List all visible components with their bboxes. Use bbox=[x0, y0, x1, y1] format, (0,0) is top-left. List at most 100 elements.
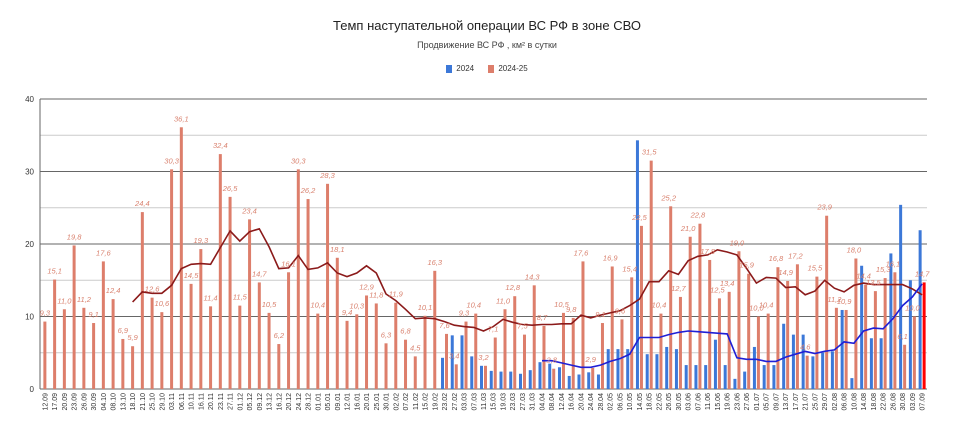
data-label: 12,5 bbox=[710, 285, 725, 294]
bar-2024-25 bbox=[678, 296, 682, 389]
bar-2024-25 bbox=[62, 309, 66, 389]
x-tick-label: 15.06 bbox=[715, 393, 722, 411]
data-label: 14,3 bbox=[525, 272, 540, 281]
bar-2024-25 bbox=[131, 346, 135, 389]
x-tick-label: 23.03 bbox=[510, 393, 517, 411]
data-label: 10,0 bbox=[749, 304, 764, 313]
x-tick-label: 20.01 bbox=[364, 393, 371, 411]
x-tick-label: 13.07 bbox=[783, 393, 790, 411]
bar-2024 bbox=[752, 346, 756, 389]
x-tick-label: 14.08 bbox=[861, 393, 868, 411]
data-label: 12,6 bbox=[145, 285, 160, 294]
x-tick-label: 15.03 bbox=[491, 393, 498, 411]
x-tick-label: 16.11 bbox=[198, 393, 205, 410]
bar-2024-25 bbox=[326, 183, 330, 389]
x-tick-label: 03.09 bbox=[910, 393, 917, 411]
data-label: 31,5 bbox=[642, 148, 657, 157]
bar-2024-25 bbox=[493, 337, 497, 389]
x-tick-label: 17.07 bbox=[793, 393, 800, 411]
bar-2024 bbox=[840, 309, 844, 389]
data-label: 9,6 bbox=[615, 306, 626, 315]
data-label: 2,9 bbox=[585, 355, 597, 364]
bar-2024 bbox=[791, 334, 795, 389]
bar-2024-25 bbox=[335, 257, 339, 389]
data-label: 19,0 bbox=[730, 238, 745, 247]
data-label: 10,0 bbox=[905, 304, 920, 313]
bar-2024 bbox=[762, 365, 766, 389]
bar-2024-25 bbox=[228, 196, 232, 389]
data-label: 9,8 bbox=[566, 305, 577, 314]
bar-2024-25 bbox=[464, 321, 468, 389]
bar-2024-25 bbox=[591, 367, 595, 389]
bar-2024-25 bbox=[384, 343, 388, 389]
bar-2024-25 bbox=[659, 313, 663, 389]
x-tick-label: 06.08 bbox=[842, 393, 849, 411]
data-label: 12,8 bbox=[505, 283, 520, 292]
data-label: 6,2 bbox=[274, 331, 285, 340]
bar-2024-25 bbox=[747, 273, 751, 389]
x-tick-label: 06.11 bbox=[179, 393, 186, 410]
bar-2024-25 bbox=[92, 323, 96, 389]
bar-2024-25 bbox=[394, 302, 398, 389]
x-tick-label: 27.11 bbox=[228, 393, 235, 410]
x-tick-label: 17.09 bbox=[52, 393, 59, 411]
bar-2024 bbox=[538, 362, 542, 389]
data-label: 16,1 bbox=[886, 259, 901, 268]
bar-2024-25 bbox=[854, 258, 858, 389]
x-tick-label: 23.02 bbox=[442, 393, 449, 411]
data-label: 10,4 bbox=[759, 301, 774, 310]
bar-2024 bbox=[460, 335, 464, 389]
data-label: 14,4 bbox=[856, 272, 871, 281]
x-tick-label: 20.12 bbox=[286, 393, 293, 411]
data-label: 6,9 bbox=[118, 326, 129, 335]
y-tick-label: 10 bbox=[25, 313, 34, 322]
bar-2024-25 bbox=[365, 295, 369, 389]
bar-2024 bbox=[782, 323, 786, 389]
data-label: 10,4 bbox=[652, 301, 667, 310]
bar-2024 bbox=[567, 375, 571, 389]
x-tick-label: 02.08 bbox=[832, 393, 839, 411]
data-label: 14,7 bbox=[252, 269, 267, 278]
x-tick-label: 21.07 bbox=[803, 393, 810, 411]
data-label: 23,4 bbox=[241, 206, 257, 215]
legend: 2024 2024-25 bbox=[0, 64, 974, 73]
data-label: 10,3 bbox=[349, 301, 364, 310]
bar-2024-25 bbox=[189, 283, 193, 389]
data-label: 10,9 bbox=[837, 297, 852, 306]
bar-2024-25 bbox=[150, 297, 154, 389]
x-tick-label: 03.03 bbox=[462, 393, 469, 411]
data-label: 19,3 bbox=[194, 236, 209, 245]
legend-item-2024-25: 2024-25 bbox=[488, 64, 528, 73]
data-label: 10,6 bbox=[155, 299, 170, 308]
bar-2024-25 bbox=[345, 320, 349, 389]
x-tick-label: 07.02 bbox=[403, 393, 410, 411]
data-label: 11,2 bbox=[77, 295, 92, 304]
trend-line-2024-25 bbox=[132, 227, 923, 332]
x-tick-label: 05.01 bbox=[325, 393, 332, 411]
bar-2024-25 bbox=[532, 285, 536, 389]
x-tick-label: 26.05 bbox=[666, 393, 673, 411]
x-tick-label: 05.12 bbox=[247, 393, 254, 411]
x-tick-label: 04.04 bbox=[539, 393, 546, 411]
bar-2024-25 bbox=[756, 316, 760, 389]
data-label: 10,1 bbox=[418, 303, 433, 312]
legend-swatch-2024 bbox=[446, 64, 453, 73]
bar-2024-25 bbox=[912, 316, 916, 389]
x-tick-label: 06.05 bbox=[617, 393, 624, 411]
bar-2024-25 bbox=[218, 154, 222, 389]
data-label: 30,3 bbox=[164, 156, 179, 165]
bar-2024-25 bbox=[140, 212, 144, 389]
bar-2024 bbox=[489, 370, 493, 389]
data-label: 12,4 bbox=[106, 286, 121, 295]
bar-2024-25 bbox=[209, 306, 213, 389]
x-tick-label: 29.10 bbox=[159, 393, 166, 411]
bar-2024 bbox=[577, 374, 581, 389]
bar-2024-25 bbox=[248, 219, 252, 389]
x-tick-label: 19.06 bbox=[725, 393, 732, 411]
bar-2024-25 bbox=[630, 277, 634, 389]
data-label: 11,8 bbox=[369, 290, 384, 299]
bar-2024-25 bbox=[43, 321, 47, 389]
bar-2024-25 bbox=[433, 270, 437, 389]
bar-2024-25 bbox=[257, 282, 261, 389]
x-tick-label: 23.11 bbox=[218, 393, 225, 410]
